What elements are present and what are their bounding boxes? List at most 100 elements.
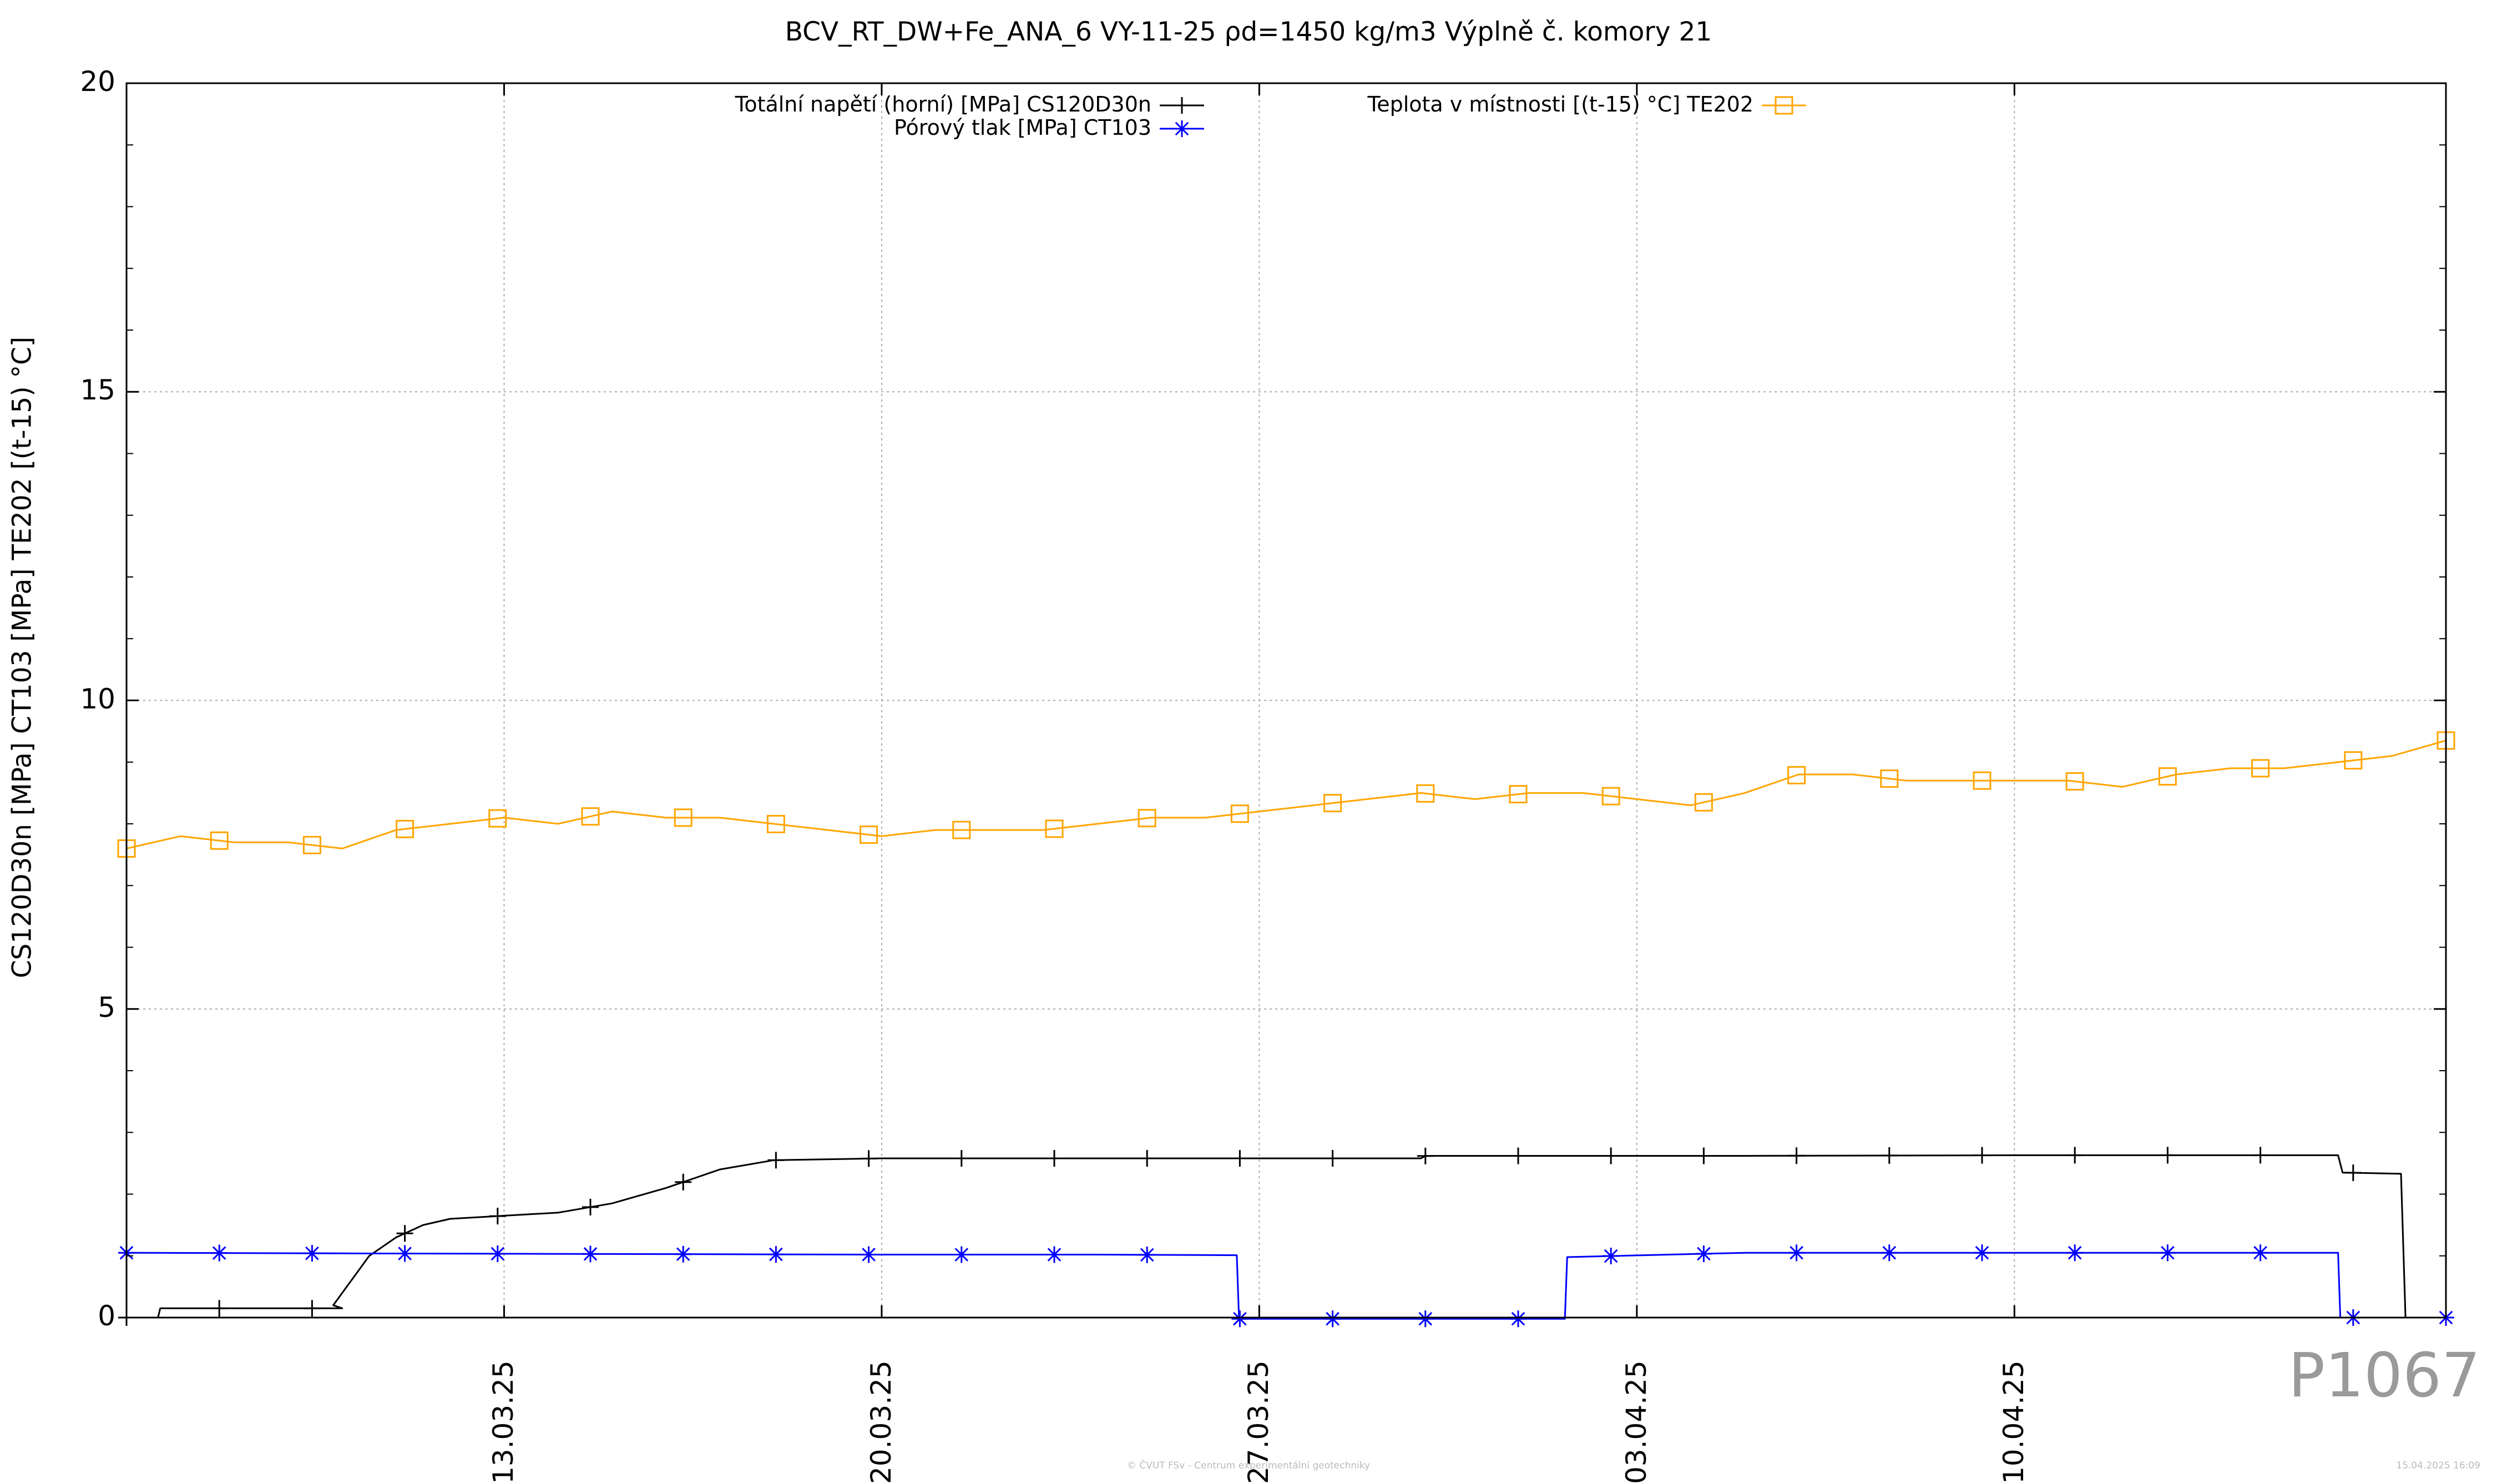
star-marker: [860, 1246, 877, 1263]
footer-timestamp: 15.04.2025 16:09: [2396, 1460, 2480, 1471]
plus-marker: [1417, 1147, 1434, 1164]
plus-marker: [1510, 1147, 1526, 1164]
square-marker: [1416, 784, 1435, 803]
plus-marker: [396, 1225, 413, 1242]
square-marker: [2065, 772, 2084, 791]
legend-entry-label: Totální napětí (horní) [MPa] CS120D30n: [735, 92, 1151, 117]
plus-marker: [953, 1149, 970, 1167]
star-marker: [1695, 1245, 1712, 1262]
legend-samples: [1160, 96, 1806, 137]
square-marker: [674, 808, 693, 827]
legend-sample: [1762, 96, 1806, 115]
square-marker: [581, 807, 600, 826]
series-line: [126, 1252, 2446, 1320]
star-marker: [1510, 1310, 1526, 1328]
y-tick-label: 5: [98, 991, 115, 1024]
plus-marker: [582, 1198, 599, 1215]
series-2: [118, 1244, 2454, 1328]
square-marker: [396, 819, 415, 838]
star-marker: [489, 1245, 506, 1262]
plus-marker: [2159, 1147, 2176, 1164]
star-marker: [2066, 1244, 2084, 1262]
star-marker: [2252, 1244, 2269, 1262]
footer-copyright: © ČVUT FSv - Centrum experimentální geot…: [1126, 1460, 1371, 1471]
series-line: [127, 1154, 2446, 1319]
legend-entry-label: Teplota v místnosti [(t-15) °C] TE202: [1367, 92, 1753, 117]
star-marker: [1046, 1246, 1063, 1263]
square-marker: [1694, 793, 1713, 812]
legend-entry-label: Pórový tlak [MPa] CT103: [893, 115, 1151, 140]
square-marker: [952, 820, 971, 839]
y-tick-label: 0: [98, 1300, 115, 1332]
square-marker: [210, 831, 229, 850]
square-marker: [1045, 819, 1064, 838]
square-marker: [2251, 759, 2270, 778]
plus-marker: [1603, 1147, 1620, 1164]
square-marker: [860, 825, 878, 844]
star-marker: [767, 1246, 785, 1263]
legend-sample: [1160, 97, 1204, 114]
plus-marker: [675, 1173, 692, 1191]
plus-marker: [1881, 1147, 1898, 1164]
star-marker: [396, 1245, 413, 1262]
watermark-code: P1067: [2288, 1340, 2480, 1411]
y-tick-label: 20: [80, 65, 115, 98]
y-tick-label: 10: [80, 682, 115, 715]
plus-marker: [1788, 1147, 1805, 1164]
plus-marker: [1695, 1147, 1712, 1164]
square-marker: [302, 835, 321, 854]
plus-marker: [2252, 1147, 2269, 1164]
star-marker: [582, 1245, 599, 1263]
star-marker: [1788, 1244, 1805, 1262]
star-marker: [1974, 1244, 1990, 1262]
plus-marker: [1174, 97, 1190, 114]
star-marker: [1231, 1310, 1248, 1328]
chart-title: BCV_RT_DW+Fe_ANA_6 VY-11-25 ρd=1450 kg/m…: [785, 17, 1712, 47]
grid-lines: [127, 83, 2446, 1318]
star-marker: [1139, 1246, 1156, 1263]
y-axis-label: CS120D30n [MPa] CT103 [MPa] TE202 [(t-15…: [7, 336, 38, 979]
star-marker: [211, 1244, 228, 1262]
plus-marker: [1046, 1149, 1063, 1167]
square-marker: [2344, 751, 2363, 770]
plus-marker: [489, 1208, 506, 1225]
square-marker: [1601, 787, 1620, 806]
square-marker: [1787, 766, 1806, 784]
square-marker: [1775, 96, 1793, 115]
square-marker: [488, 809, 507, 828]
square-marker: [1973, 771, 1991, 790]
plus-marker: [1139, 1149, 1156, 1167]
plus-marker: [1324, 1149, 1341, 1167]
square-marker: [1509, 785, 1528, 804]
plus-marker: [2066, 1147, 2084, 1164]
plus-marker: [2344, 1164, 2362, 1181]
plus-marker: [860, 1150, 877, 1167]
star-marker: [675, 1245, 692, 1263]
square-marker: [1880, 769, 1899, 788]
star-marker: [1174, 120, 1190, 137]
plus-marker: [1974, 1147, 1990, 1164]
tick-marks: [127, 82, 2446, 1319]
y-tick-label: 15: [80, 374, 115, 407]
legend-sample: [1160, 120, 1204, 137]
series-3: [117, 731, 2455, 858]
plus-marker: [1231, 1149, 1248, 1167]
square-marker: [766, 814, 785, 833]
square-marker: [2158, 767, 2177, 786]
star-marker: [304, 1245, 321, 1262]
square-marker: [1230, 804, 1249, 823]
star-marker: [1324, 1310, 1341, 1328]
plus-marker: [211, 1300, 228, 1317]
star-marker: [953, 1246, 970, 1263]
series-line: [126, 740, 2447, 849]
star-marker: [1881, 1244, 1898, 1262]
square-marker: [1138, 809, 1156, 828]
series-layer: [117, 731, 2455, 1328]
series-1: [118, 1147, 2454, 1326]
star-marker: [2159, 1244, 2176, 1262]
star-marker: [1603, 1248, 1620, 1265]
plus-marker: [767, 1152, 785, 1169]
star-marker: [1417, 1310, 1434, 1328]
square-marker: [1323, 794, 1342, 813]
